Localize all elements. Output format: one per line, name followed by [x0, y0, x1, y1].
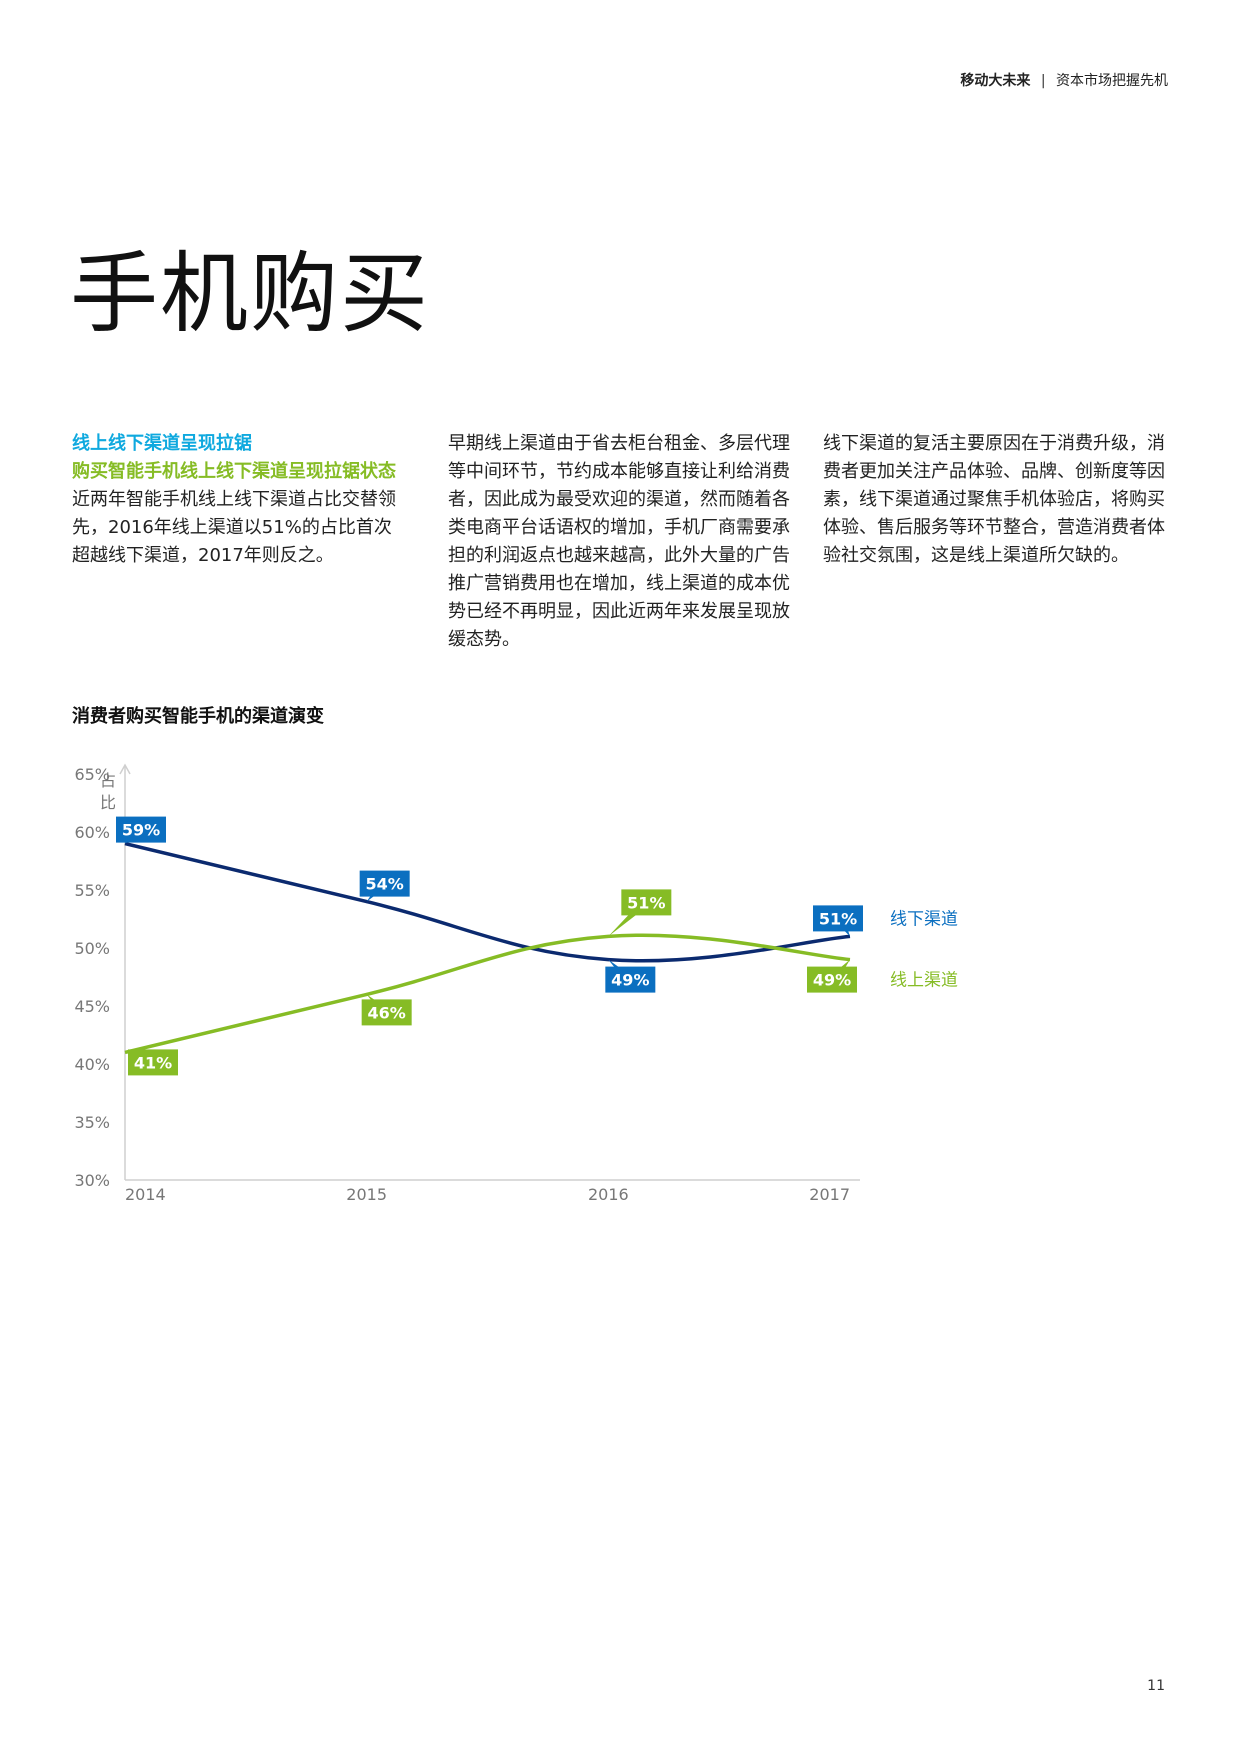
data-label: 41% [134, 1053, 172, 1072]
data-label-box [359, 870, 410, 897]
y-axis-label-char: 比 [100, 793, 116, 812]
data-label: 46% [368, 1003, 406, 1022]
channel-line-chart: 30% 35% 40% 45% 50% 55% 60% 65%占比 2014 2015 2016 20… [74, 763, 958, 1204]
x-tick-label: 2015 [346, 1185, 387, 1204]
x-tick-label: 2014 [125, 1185, 166, 1204]
y-axis-label-char: 占 [100, 771, 116, 790]
y-tick-label: 35% [74, 1113, 110, 1132]
data-label-box [361, 999, 412, 1026]
series-line-online [124, 933, 851, 1055]
text-column-3: 线下渠道的复活主要原因在于消费升级，消费者更加关注产品体验、品牌、创新度等因素，… [823, 430, 1168, 570]
data-label: 49% [611, 971, 649, 990]
x-tick-label: 2016 [588, 1185, 629, 1204]
legend-label: 线下渠道 [890, 909, 958, 929]
page-number: 11 [1147, 1678, 1165, 1694]
y-tick-label: 45% [74, 997, 110, 1016]
column2-body: 早期线上渠道由于省去柜台租金、多层代理等中间环节，节约成本能够直接让利给消费者，… [448, 433, 790, 650]
y-axis-arrow [119, 763, 131, 775]
text-column-2: 早期线上渠道由于省去柜台租金、多层代理等中间环节，节约成本能够直接让利给消费者，… [448, 430, 798, 654]
header-section: 移动大未来 [960, 73, 1031, 89]
data-label: 54% [366, 875, 404, 894]
data-label-box [807, 966, 857, 993]
data-label: 51% [627, 893, 665, 912]
y-tick-label: 50% [74, 939, 110, 958]
data-label: 49% [813, 971, 851, 990]
data-label-box [813, 905, 863, 932]
text-column-1: 线上线下渠道呈现拉锯 购买智能手机线上线下渠道呈现拉锯状态 近两年智能手机线上线… [72, 430, 402, 570]
data-label-box [116, 816, 166, 843]
legend-label: 线上渠道 [890, 971, 958, 991]
subhead-blue: 线上线下渠道呈现拉锯 [72, 433, 252, 454]
running-header: 移动大未来 | 资本市场把握先机 [960, 70, 1168, 90]
series-line-offline [124, 841, 851, 963]
column3-body: 线下渠道的复活主要原因在于消费升级，消费者更加关注产品体验、品牌、创新度等因素，… [823, 433, 1165, 566]
y-tick-label: 60% [74, 823, 110, 842]
y-tick-label: 65% [74, 765, 110, 784]
header-separator: | [1040, 73, 1046, 89]
data-label: 59% [122, 821, 160, 840]
y-tick-label: 40% [74, 1055, 110, 1074]
data-label: 51% [819, 909, 857, 928]
header-subtitle: 资本市场把握先机 [1056, 73, 1168, 89]
data-label-box [605, 966, 656, 993]
subhead-green: 购买智能手机线上线下渠道呈现拉锯状态 [72, 461, 396, 482]
x-tick-label: 2017 [809, 1185, 850, 1204]
data-label-box [128, 1049, 178, 1076]
data-label-box [621, 889, 672, 916]
y-tick-label: 55% [74, 881, 110, 900]
chart-title: 消费者购买智能手机的渠道演变 [72, 706, 324, 727]
column1-body: 近两年智能手机线上线下渠道占比交替领先，2016年线上渠道以51%的占比首次超越… [72, 489, 396, 566]
y-tick-label: 30% [74, 1171, 110, 1190]
page-title: 手机购买 [70, 242, 431, 345]
